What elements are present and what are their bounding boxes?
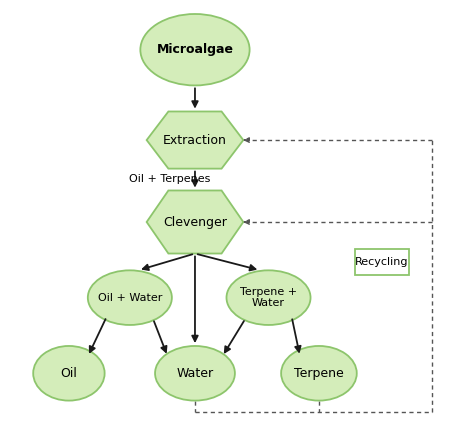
Ellipse shape — [140, 14, 250, 85]
Ellipse shape — [33, 346, 105, 401]
Text: Oil: Oil — [61, 367, 77, 380]
Text: Microalgae: Microalgae — [156, 43, 234, 56]
Polygon shape — [146, 190, 243, 253]
Ellipse shape — [281, 346, 357, 401]
Text: Extraction: Extraction — [163, 134, 227, 146]
Text: Oil + Water: Oil + Water — [98, 293, 162, 302]
Text: Oil + Terpenes: Oil + Terpenes — [129, 174, 210, 184]
Text: Recycling: Recycling — [355, 257, 409, 267]
Ellipse shape — [88, 270, 172, 325]
Text: Terpene: Terpene — [294, 367, 344, 380]
Ellipse shape — [227, 270, 310, 325]
Ellipse shape — [155, 346, 235, 401]
Text: Terpene +
Water: Terpene + Water — [240, 287, 297, 308]
Text: Water: Water — [176, 367, 214, 380]
Polygon shape — [146, 112, 243, 169]
Bar — [355, 249, 409, 275]
Text: Clevenger: Clevenger — [163, 215, 227, 228]
